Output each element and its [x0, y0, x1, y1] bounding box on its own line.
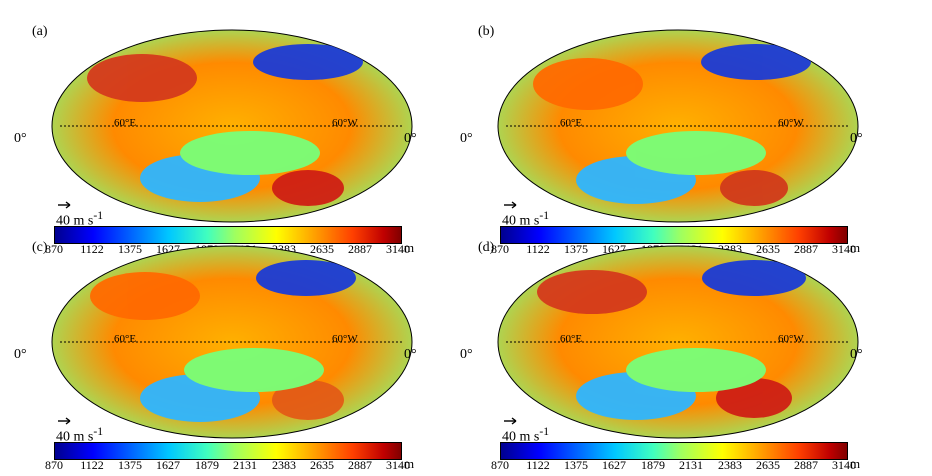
panel-d: (d) 60°E 60°W 0° 0° 40 m s-1 870 1122 13… — [460, 240, 868, 475]
colorbar-tick: 2635 — [310, 242, 334, 256]
panel-label: (c) — [32, 240, 48, 255]
colorbar-tick: 2887 — [794, 242, 818, 256]
vector-reference-exponent: -1 — [93, 425, 104, 438]
longitude-label-left: 0° — [460, 131, 473, 146]
vector-reference-label: 40 m s — [56, 429, 94, 445]
colorbar-tick: 870 — [45, 458, 63, 472]
colorbar-ticks: 870 1122 1375 1627 1879 2131 2383 2635 2… — [32, 458, 410, 474]
colorbar-tick: 870 — [491, 242, 509, 256]
longitude-label-right: 0° — [404, 131, 417, 146]
colorbar-tick: 2635 — [756, 242, 780, 256]
arrow-icon — [58, 201, 71, 209]
vector-reference-exponent: -1 — [93, 209, 104, 222]
vector-reference: 40 m s-1 — [56, 417, 103, 446]
colorbar-tick: 2635 — [756, 458, 780, 472]
colorbar — [500, 442, 848, 460]
svg-text:60°E: 60°E — [114, 117, 136, 129]
svg-text:60°W: 60°W — [778, 117, 804, 129]
panel-c: (c) 60°E 60°W 0° 0° 40 m s-1 870 1122 13… — [14, 240, 422, 475]
panel-label: (a) — [32, 24, 48, 39]
longitude-label-left: 0° — [460, 347, 473, 362]
longitude-label-right: 0° — [850, 347, 863, 362]
vector-reference-exponent: -1 — [539, 209, 550, 222]
vector-reference: 40 m s-1 — [56, 201, 103, 230]
colorbar-tick: 870 — [491, 458, 509, 472]
vector-reference-label: 40 m s — [502, 429, 540, 445]
svg-text:60°W: 60°W — [332, 117, 358, 129]
colorbar-tick: 3140 — [832, 242, 856, 256]
svg-text:60°W: 60°W — [778, 333, 804, 345]
arrow-icon — [58, 417, 71, 425]
colorbar-unit: m — [850, 456, 861, 471]
colorbar-tick: 1375 — [564, 458, 588, 472]
colorbar-tick: 1122 — [526, 242, 550, 256]
svg-text:60°W: 60°W — [332, 333, 358, 345]
colorbar — [54, 442, 402, 460]
vector-reference-label: 40 m s — [502, 213, 540, 229]
colorbar-unit: m — [404, 240, 415, 255]
colorbar-tick: 2383 — [718, 458, 742, 472]
colorbar-ticks: 870 1122 1375 1627 1879 2131 2383 2635 2… — [478, 458, 856, 474]
longitude-label-left: 0° — [14, 347, 27, 362]
longitude-label-left: 0° — [14, 131, 27, 146]
map-d: 60°E 60°W — [497, 245, 859, 439]
colorbar-tick: 2635 — [310, 458, 334, 472]
colorbar-tick: 3140 — [832, 458, 856, 472]
colorbar-tick: 1375 — [118, 458, 142, 472]
colorbar-tick: 1627 — [156, 458, 180, 472]
colorbar-tick: 1122 — [526, 458, 550, 472]
vector-reference: 40 m s-1 — [502, 201, 549, 230]
colorbar-tick: 1879 — [641, 458, 665, 472]
colorbar-tick: 2383 — [272, 458, 296, 472]
panel-a: (a) 60°E 60°W 0° 0° 40 m s-1 870 1122 13… — [14, 24, 422, 259]
vector-reference: 40 m s-1 — [502, 417, 549, 446]
arrow-icon — [504, 417, 517, 425]
colorbar-tick: 1879 — [195, 458, 219, 472]
colorbar-tick: 1122 — [80, 242, 104, 256]
longitude-label-right: 0° — [850, 131, 863, 146]
colorbar — [500, 226, 848, 244]
panel-label: (d) — [478, 240, 495, 255]
svg-text:60°E: 60°E — [560, 117, 582, 129]
panel-b: (b) 60°E 60°W 0° 0° 40 m s-1 870 1122 13… — [460, 24, 868, 259]
colorbar-tick: 1627 — [602, 458, 626, 472]
colorbar-tick: 3140 — [386, 458, 410, 472]
panel-label: (b) — [478, 24, 495, 39]
colorbar — [54, 226, 402, 244]
vector-reference-exponent: -1 — [539, 425, 550, 438]
map-b: 60°E 60°W — [497, 29, 859, 223]
colorbar-tick: 870 — [45, 242, 63, 256]
arrow-icon — [504, 201, 517, 209]
colorbar-tick: 1375 — [564, 242, 588, 256]
colorbar-tick: 2887 — [794, 458, 818, 472]
colorbar-tick: 1122 — [80, 458, 104, 472]
vector-reference-label: 40 m s — [56, 213, 94, 229]
colorbar-tick: 2131 — [679, 458, 703, 472]
svg-text:60°E: 60°E — [114, 333, 136, 345]
colorbar-tick: 2887 — [348, 242, 372, 256]
longitude-label-right: 0° — [404, 347, 417, 362]
svg-text:60°E: 60°E — [560, 333, 582, 345]
colorbar-tick: 2887 — [348, 458, 372, 472]
map-a: 60°E 60°W — [51, 29, 413, 223]
colorbar-tick: 1375 — [118, 242, 142, 256]
colorbar-unit: m — [404, 456, 415, 471]
colorbar-tick: 2131 — [233, 458, 257, 472]
colorbar-tick: 3140 — [386, 242, 410, 256]
colorbar-unit: m — [850, 240, 861, 255]
map-c: 60°E 60°W — [51, 245, 413, 439]
